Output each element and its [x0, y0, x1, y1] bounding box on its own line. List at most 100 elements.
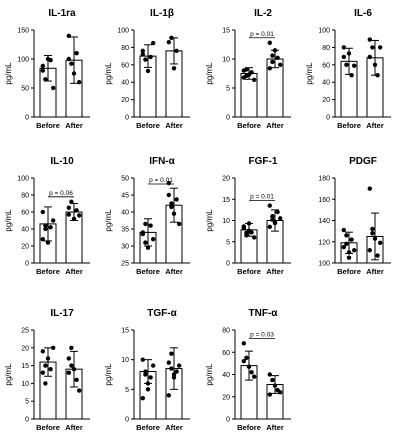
y-tick-label: 5	[226, 86, 230, 93]
data-point	[66, 356, 72, 361]
data-point	[140, 52, 145, 57]
data-point	[267, 224, 272, 230]
data-point	[367, 186, 372, 191]
data-point	[352, 63, 357, 68]
category-label: After	[165, 267, 183, 276]
y-tick-label: 20	[322, 97, 330, 104]
data-point	[166, 39, 171, 45]
data-point	[151, 363, 156, 368]
y-tick-label: 60	[21, 210, 29, 217]
y-tick-label: 0	[226, 417, 230, 424]
p-value-label: p = 0.06	[49, 190, 73, 197]
y-axis-label: pg/mL	[205, 62, 214, 85]
panel-7: PDGF 100 120 140 160 180 Before After	[318, 156, 391, 276]
y-tick-label: 50	[121, 176, 129, 183]
data-point	[43, 77, 48, 82]
data-point	[244, 355, 249, 361]
category-label: After	[65, 121, 83, 130]
data-point	[77, 213, 82, 218]
data-point	[244, 73, 249, 79]
data-point	[241, 341, 246, 346]
y-tick-label: 100	[17, 176, 29, 183]
y-tick-label: 25	[121, 261, 129, 268]
panel-title: PDGF	[349, 156, 377, 167]
data-point	[375, 73, 380, 78]
data-point	[143, 57, 148, 62]
y-tick-label: 15	[121, 328, 129, 335]
data-point	[249, 70, 254, 75]
y-tick-label: 80	[121, 45, 129, 52]
category-label: Before	[36, 267, 60, 276]
data-point	[174, 369, 179, 374]
data-point	[66, 370, 72, 375]
panel-title: IL-2	[254, 8, 272, 19]
data-point	[372, 236, 378, 241]
data-point	[278, 216, 283, 221]
data-point	[51, 345, 56, 350]
data-point	[145, 245, 151, 250]
y-tick-label: 10	[121, 357, 129, 364]
y-tick-label: 40	[121, 80, 129, 87]
y-tick-label: 5	[125, 387, 129, 394]
data-point	[48, 225, 53, 230]
data-point	[270, 214, 275, 219]
y-axis-label: pg/mL	[205, 209, 214, 232]
data-point	[166, 360, 171, 365]
panel-4: IL-10 pg/mL 0 20 40 60 80 100 Before After p = 0.0…	[4, 156, 90, 276]
data-point	[270, 377, 275, 383]
data-point	[66, 56, 72, 62]
y-tick-label: 80	[21, 193, 29, 200]
data-point	[166, 393, 171, 398]
data-point	[40, 349, 45, 354]
data-point	[43, 363, 48, 368]
category-label: After	[366, 121, 384, 130]
data-point	[241, 358, 246, 364]
data-point	[74, 208, 79, 213]
category-label: Before	[136, 423, 160, 432]
data-point	[66, 33, 72, 38]
y-tick-label: 100	[17, 57, 29, 64]
y-axis-label: pg/mL	[4, 363, 13, 386]
data-point	[378, 45, 383, 50]
category-label: After	[366, 267, 384, 276]
panel-9: TGF-α pg/mL 0 5 10 15 Before After	[104, 308, 190, 432]
data-point	[370, 45, 375, 50]
p-value-label: p = 0.03	[250, 331, 274, 338]
y-tick-label: 50	[21, 86, 29, 93]
y-tick-label: 15	[21, 363, 29, 370]
data-point	[246, 364, 252, 369]
y-tick-label: 60	[121, 62, 129, 69]
y-tick-label: 5	[25, 399, 29, 406]
data-point	[69, 61, 74, 66]
data-point	[246, 221, 252, 226]
data-point	[145, 381, 151, 386]
data-point	[346, 255, 352, 260]
y-tick-label: 80	[222, 328, 230, 335]
y-tick-label: 0	[226, 261, 230, 268]
y-tick-label: 20	[222, 394, 230, 401]
data-point	[71, 366, 77, 372]
data-point	[267, 203, 272, 208]
y-tick-label: 0	[25, 261, 29, 268]
data-point	[275, 55, 280, 61]
data-point	[252, 235, 257, 240]
data-point	[341, 244, 346, 250]
category-label: After	[65, 423, 83, 432]
y-tick-label: 45	[121, 193, 129, 200]
y-axis-label: pg/mL	[104, 209, 113, 232]
data-point	[174, 48, 179, 54]
y-tick-label: 35	[121, 227, 129, 234]
panel-title: TGF-α	[147, 308, 177, 319]
y-tick-label: 20	[21, 345, 29, 352]
data-point	[270, 59, 275, 65]
data-point	[40, 63, 45, 69]
data-point	[148, 54, 153, 60]
data-point	[375, 253, 380, 258]
data-point	[244, 233, 249, 238]
data-point	[40, 68, 45, 73]
panel-0: IL-1ra pg/mL 0 50 100 150 Before After	[4, 8, 90, 130]
data-point	[140, 230, 145, 235]
y-tick-label: 0	[25, 417, 29, 424]
data-point	[151, 40, 156, 46]
